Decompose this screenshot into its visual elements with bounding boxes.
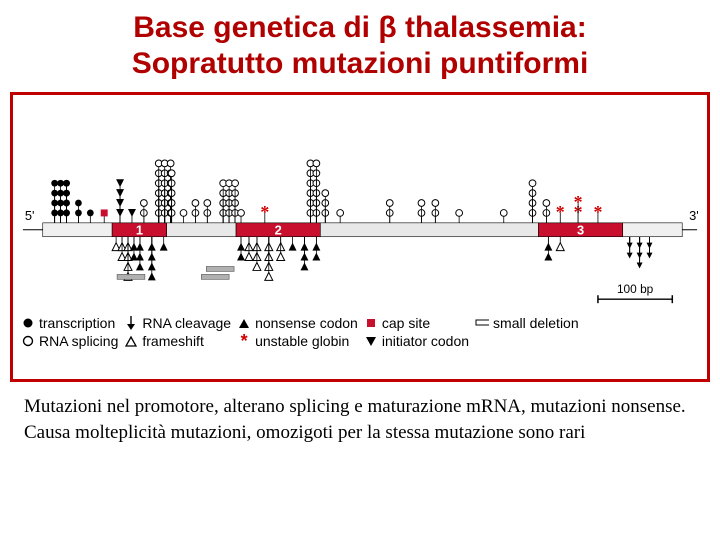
gene-diagram-panel: 1 2 3 5' 3' 100 bp * * * * * transcription RNA spl… xyxy=(10,92,710,382)
cap-icon xyxy=(364,316,378,330)
svg-text:5': 5' xyxy=(25,208,35,223)
title-line2: Sopratutto mutazioni puntiformi xyxy=(132,47,589,80)
tri-filled-icon xyxy=(237,316,251,330)
star-icon: * xyxy=(237,334,251,348)
slide-title: Base genetica di β thalassemia: Sopratut… xyxy=(0,0,720,82)
smalldel-icon xyxy=(475,316,489,330)
svg-text:*: * xyxy=(593,202,602,222)
legend-unstable-globin: * unstable globin xyxy=(237,333,358,349)
svg-text:*: * xyxy=(574,192,583,212)
legend-label: nonsense codon xyxy=(255,315,358,331)
legend-label: transcription xyxy=(39,315,115,331)
legend-label: frameshift xyxy=(142,333,203,349)
legend-label: unstable globin xyxy=(255,333,349,349)
gene-diagram: 1235'3'100 bp***** xyxy=(13,95,707,315)
caption-text: Mutazioni nel promotore, alterano splici… xyxy=(0,386,720,445)
legend-nonsense: nonsense codon xyxy=(237,315,358,331)
legend-label: small deletion xyxy=(493,315,579,331)
svg-text:2: 2 xyxy=(275,223,282,238)
tri-open-icon xyxy=(124,334,138,348)
legend-label: RNA cleavage xyxy=(142,315,231,331)
legend-rna-splicing: RNA splicing xyxy=(21,333,118,349)
svg-text:100 bp: 100 bp xyxy=(617,282,654,296)
legend-label: RNA splicing xyxy=(39,333,118,349)
legend-rna-cleavage: RNA cleavage xyxy=(124,315,231,331)
svg-text:3': 3' xyxy=(689,208,699,223)
open-circle-icon xyxy=(21,334,35,348)
legend-initiator: initiator codon xyxy=(364,333,469,349)
legend-transcription: transcription xyxy=(21,315,118,331)
arrow-down-icon xyxy=(124,316,138,330)
initiator-icon xyxy=(364,334,378,348)
svg-text:1: 1 xyxy=(136,223,143,238)
legend-label: initiator codon xyxy=(382,333,469,349)
legend: transcription RNA splicing RNA cleavage … xyxy=(13,315,707,359)
legend-cap: cap site xyxy=(364,315,469,331)
svg-text:*: * xyxy=(260,202,269,222)
filled-circle-icon xyxy=(21,316,35,330)
svg-text:3: 3 xyxy=(577,223,584,238)
svg-text:*: * xyxy=(556,202,565,222)
legend-frameshift: frameshift xyxy=(124,333,231,349)
legend-small-deletion: small deletion xyxy=(475,315,579,331)
title-line1: Base genetica di β thalassemia: xyxy=(133,11,587,44)
legend-label: cap site xyxy=(382,315,430,331)
